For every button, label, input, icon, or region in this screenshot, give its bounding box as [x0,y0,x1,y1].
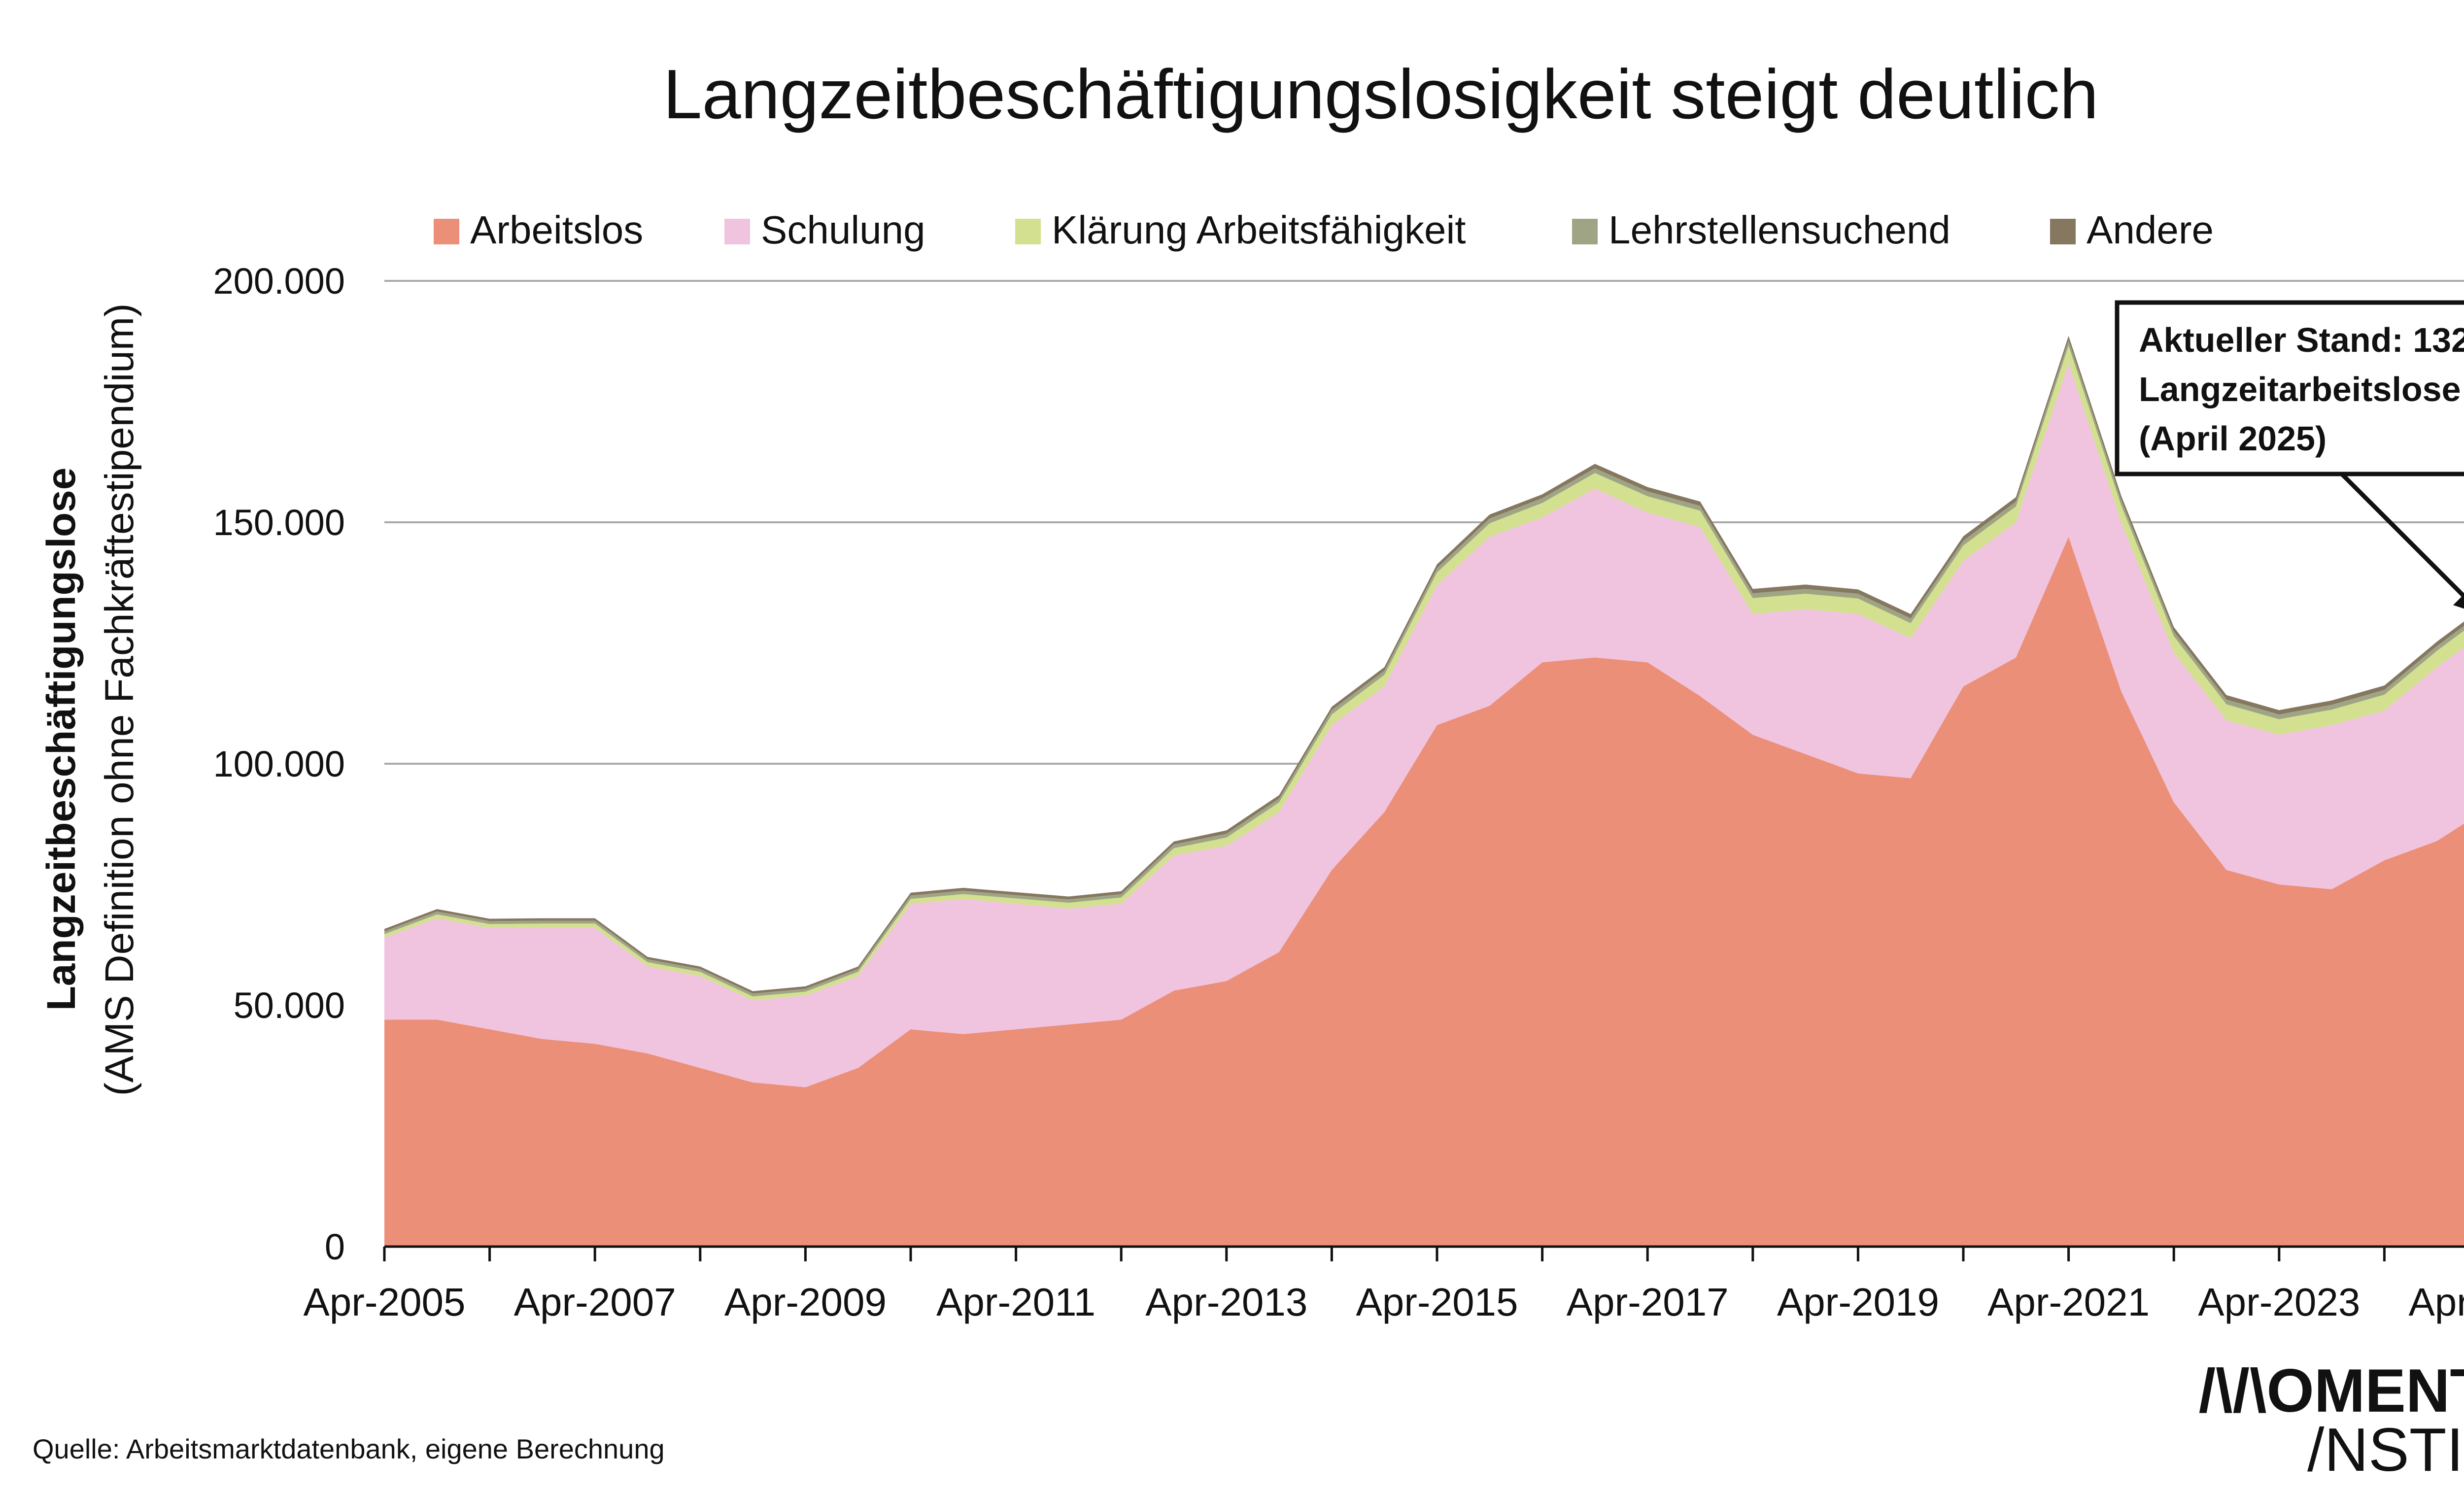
legend-label: Klärung Arbeitsfähigkeit [1052,208,1466,252]
x-tick-label: Apr-2023 [2198,1280,2360,1324]
legend-swatch [1572,219,1598,244]
annotation-line-1: Aktueller Stand: 132.399 [2139,321,2464,359]
stacked-areas [384,336,2464,1247]
y-tick-label: 150.000 [213,502,345,543]
y-tick-label: 200.000 [213,261,345,302]
annotation: Aktueller Stand: 132.399 Langzeitarbeits… [2115,300,2464,609]
y-axis-sublabel: (AMS Definition ohne Fachkräftestipendiu… [97,304,142,1096]
x-tick-label: Apr-2009 [724,1280,887,1324]
y-axis-label: Langzeitbeschäftigungslose [39,468,84,1011]
logo-line-1: /\/\OMENTUM [2199,1357,2464,1425]
y-axis: 0 50.000 100.000 150.000 200.000 [213,261,345,1267]
legend-swatch [2050,219,2076,244]
y-tick-label: 100.000 [213,744,345,784]
legend-swatch [1015,219,1041,244]
y-tick-label: 50.000 [234,985,345,1026]
x-tick-label: Apr-2015 [1356,1280,1518,1324]
annotation-arrow-line [2340,472,2464,600]
legend-swatch [434,219,459,244]
annotation-arrow-head [2453,594,2464,609]
area-schulung [384,363,2464,1087]
annotation-line-2: Langzeitarbeitslose [2139,370,2461,408]
x-tick-label: Apr-2017 [1567,1280,1729,1324]
x-tick-label: Apr-2011 [936,1280,1095,1324]
source-note: Quelle: Arbeitsmarktdatenbank, eigene Be… [33,1433,665,1464]
x-tick-label: Apr-2013 [1145,1280,1307,1324]
legend-label: Schulung [761,208,925,252]
annotation-box [2115,300,2464,476]
legend-swatch [724,219,750,244]
momentum-logo: /\/\OMENTUM /NSTITUT [2199,1357,2464,1484]
x-tick-label: Apr-2007 [514,1280,676,1324]
legend-label: Lehrstellensuchend [1608,208,1951,252]
x-axis: Apr-2005 Apr-2007 Apr-2009 Apr-2011 Apr-2013… [303,1245,2464,1324]
logo-line-2: /NSTITUT [2307,1416,2464,1484]
annotation-line-3: (April 2025) [2139,419,2327,458]
legend: Arbeitslos Schulung Klärung Arbeitsfähigke… [434,208,2214,252]
x-tick-label: Apr-2025 [2408,1280,2464,1324]
x-tick-label: Apr-2005 [303,1280,465,1324]
area-arbeitslos [384,537,2464,1247]
x-tick-label: Apr-2019 [1777,1280,1939,1324]
legend-label: Andere [2087,208,2214,252]
legend-label: Arbeitslos [470,208,643,252]
y-tick-label: 0 [325,1226,345,1267]
chart-title: Langzeitbeschäftigungslosigkeit steigt d… [663,55,2099,134]
x-tick-label: Apr-2021 [1987,1280,2150,1324]
